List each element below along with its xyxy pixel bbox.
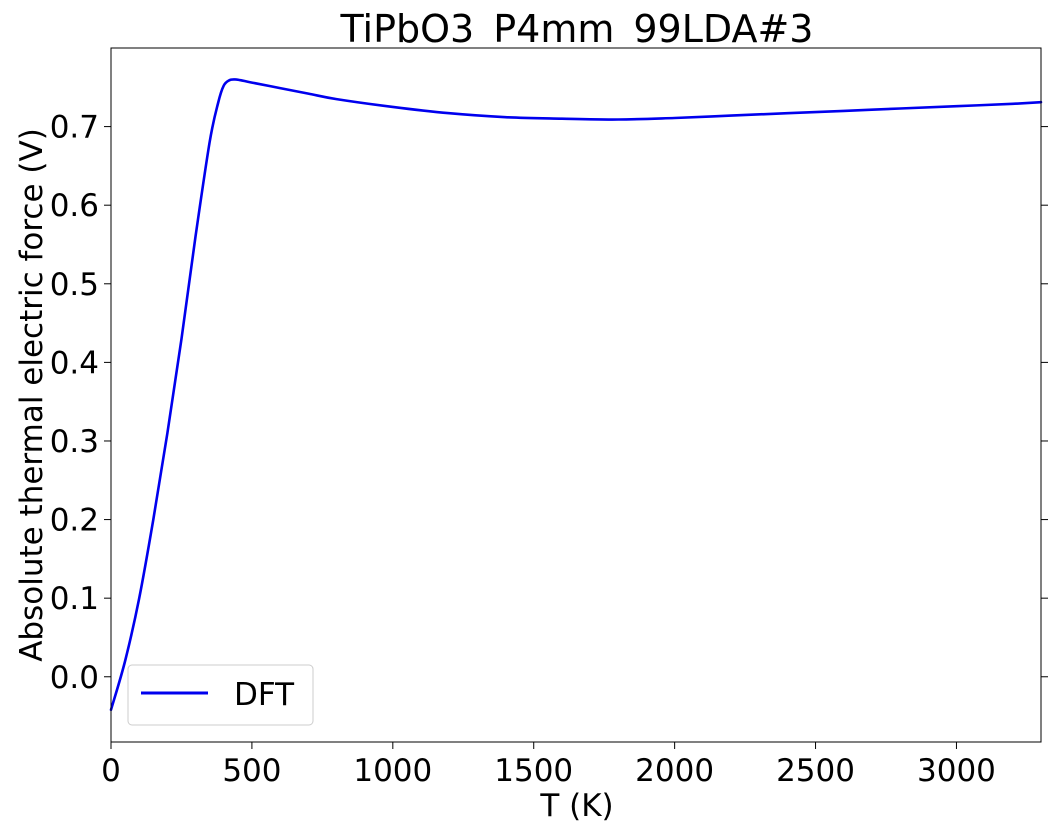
y-tick-label: 0.4 <box>50 345 99 381</box>
y-tick-label: 0.7 <box>50 110 99 146</box>
x-tick-label: 2000 <box>635 753 714 789</box>
legend: DFT <box>127 664 314 726</box>
legend-label-dft: DFT <box>234 677 295 713</box>
x-axis-label: T (K) <box>539 788 613 824</box>
y-axis-ticks: 0.0 0.1 0.2 0.3 0.4 0.5 0.6 0.7 <box>50 110 1048 696</box>
plot-frame <box>110 47 1042 743</box>
x-tick-label: 500 <box>222 753 281 789</box>
plot-area <box>111 48 1041 742</box>
x-tick-label: 2500 <box>776 753 855 789</box>
y-tick-label: 0.6 <box>50 188 99 224</box>
y-tick-label: 0.0 <box>50 660 99 696</box>
x-tick-label: 1000 <box>353 753 432 789</box>
y-tick-label: 0.1 <box>50 581 99 617</box>
series-layer <box>109 78 1043 712</box>
x-axis-ticks: 0 500 1000 1500 2000 2500 3000 <box>101 742 996 789</box>
y-tick-label: 0.5 <box>50 267 99 303</box>
y-tick-label: 0.3 <box>50 424 99 460</box>
series-line-dft <box>109 78 1043 712</box>
legend-frame <box>127 664 314 726</box>
x-tick-label: 0 <box>101 753 121 789</box>
y-tick-label: 0.2 <box>50 503 99 539</box>
x-tick-label: 1500 <box>494 753 573 789</box>
x-tick-label: 3000 <box>917 753 996 789</box>
chart-title: TiPbO3_P4mm_99LDA#3 <box>340 7 814 51</box>
y-axis-label: Absolute thermal electric force (V) <box>14 128 50 662</box>
